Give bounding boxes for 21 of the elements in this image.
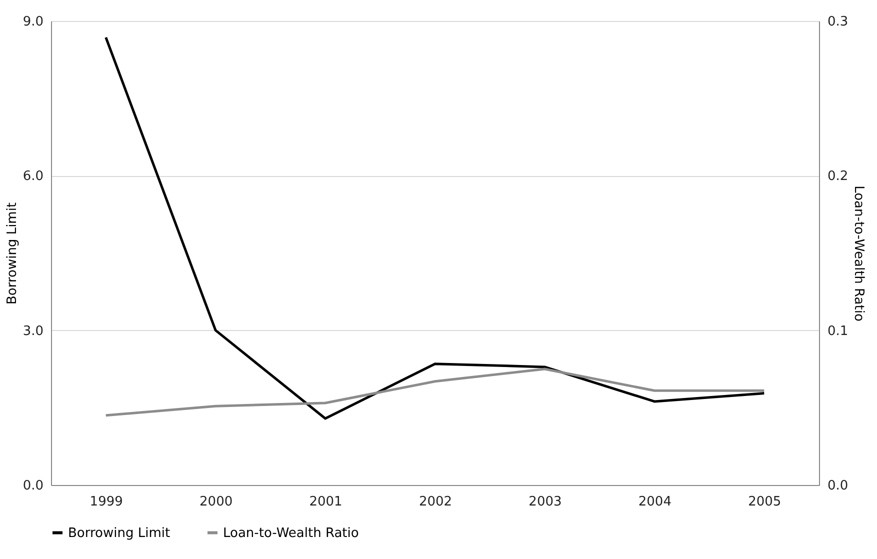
- y2-tick-label: 0.3: [828, 14, 848, 30]
- x-tick-label: 2002: [418, 494, 452, 510]
- y-axis-title: Borrowing Limit: [4, 202, 20, 305]
- y-tick-label: 0.0: [22, 478, 44, 494]
- y2-axis-title: Loan-to-Wealth Ratio: [851, 186, 866, 322]
- line-series: [104, 368, 766, 417]
- legend-label: Borrowing Limit: [68, 526, 170, 541]
- y2-tick-label: 0.1: [828, 324, 848, 339]
- x-tick-label: 2004: [638, 494, 672, 510]
- x-tick-label: 2003: [528, 494, 562, 510]
- y2-tick-label: 0.0: [828, 478, 848, 494]
- y-tick-label: 9.0: [22, 14, 44, 30]
- y2-tick-label: 0.2: [828, 169, 848, 184]
- line-series: [104, 36, 766, 420]
- x-tick-label: 2001: [309, 494, 342, 510]
- y-tick-label: 3.0: [22, 324, 44, 339]
- x-tick-label: 2005: [748, 494, 782, 510]
- x-tick-label: 1999: [90, 494, 123, 510]
- legend-label: Loan-to-Wealth Ratio: [223, 526, 359, 541]
- y-tick-label: 6.0: [22, 169, 44, 184]
- x-tick-label: 2000: [200, 494, 233, 510]
